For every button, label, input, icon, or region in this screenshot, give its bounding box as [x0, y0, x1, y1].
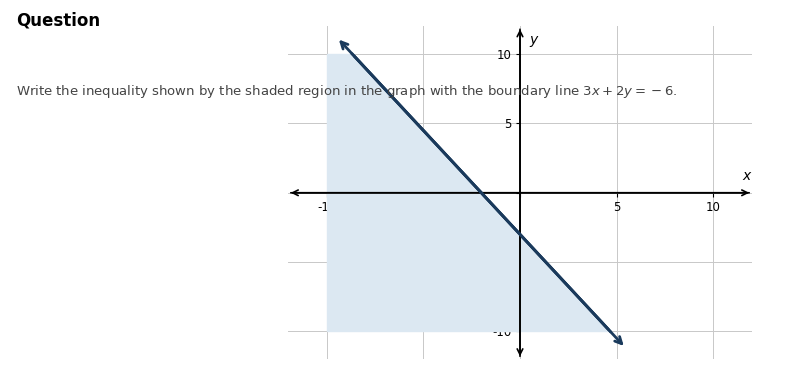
Text: y: y: [530, 33, 538, 47]
Polygon shape: [326, 54, 610, 332]
Text: x: x: [742, 169, 750, 183]
Text: Question: Question: [16, 11, 100, 29]
Text: Write the inequality shown by the shaded region in the graph with the boundary l: Write the inequality shown by the shaded…: [16, 83, 678, 100]
